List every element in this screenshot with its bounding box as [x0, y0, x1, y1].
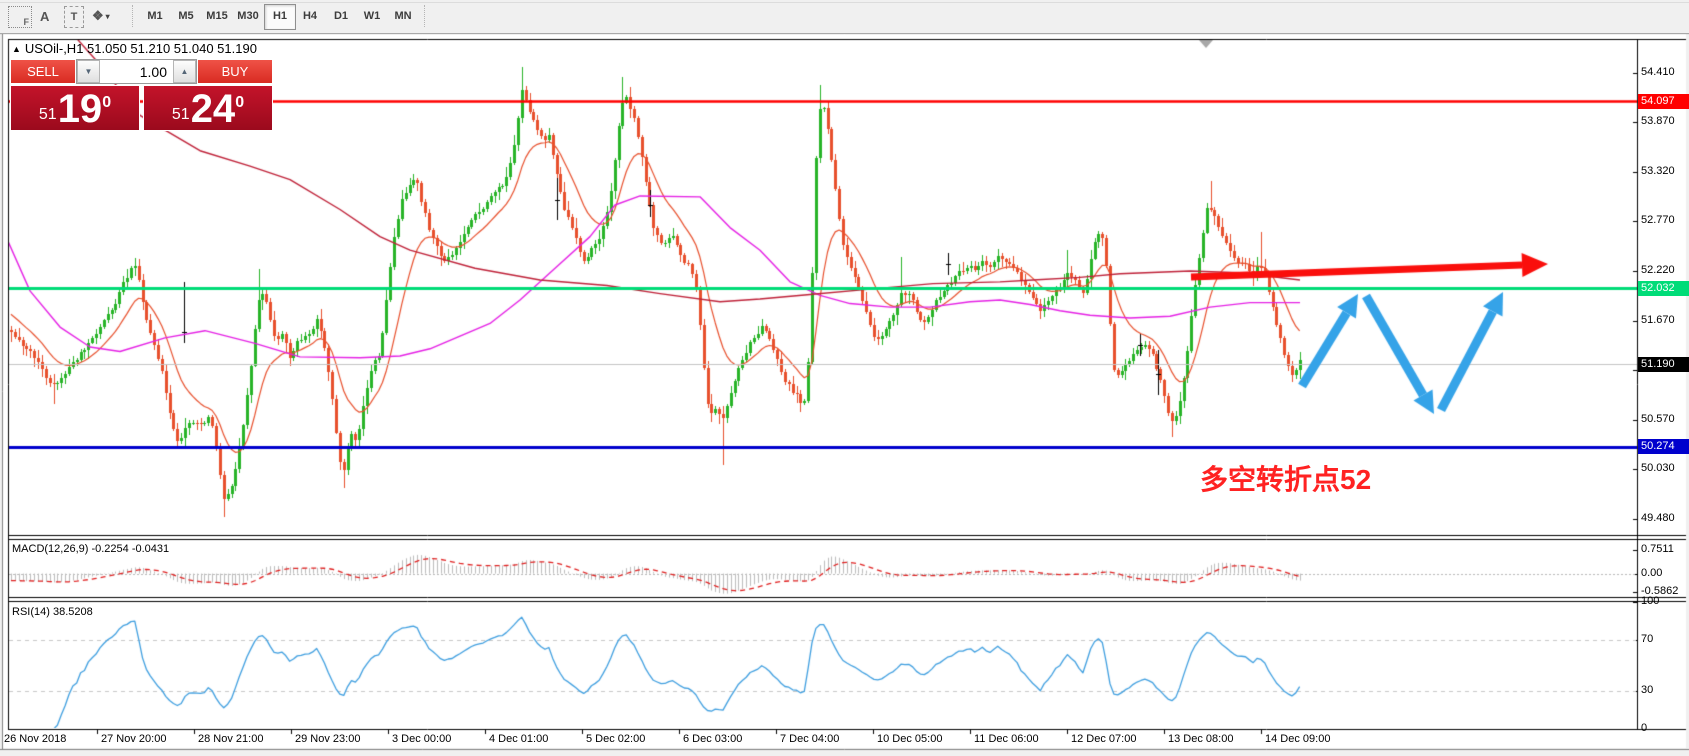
timeframe-h4-button[interactable]: H4	[302, 10, 318, 22]
timeframe-m1-button[interactable]: M1	[147, 10, 163, 22]
time-tick-label: 26 Nov 2018	[4, 733, 67, 745]
macd-tick-label: -0.5862	[1641, 585, 1679, 597]
toolbar-separator	[132, 5, 134, 27]
price-tick-label: 52.220	[1641, 263, 1675, 276]
price-badge-54.097: 54.097	[1638, 93, 1689, 109]
rsi-label: RSI(14) 38.5208	[12, 606, 93, 618]
time-tick-label: 7 Dec 04:00	[780, 733, 840, 745]
dropdown-caret-icon[interactable]: ▾	[105, 11, 110, 21]
rsi-tick-label: 100	[1641, 594, 1660, 607]
buy-price-panel[interactable]: 51 24 0	[143, 85, 273, 131]
price-tick-label: 50.030	[1641, 462, 1675, 475]
time-tick-label: 3 Dec 00:00	[392, 733, 452, 745]
toolbar-separator	[424, 5, 426, 27]
price-tick-label: 53.870	[1641, 114, 1675, 127]
volume-increase-button[interactable]: ▲	[173, 60, 196, 83]
macd-tick-label: 0.7511	[1641, 543, 1674, 555]
toolbar: F A T ❖ ▾ M1 M5 M15 M30 H1 H4 D1 W1 MN	[0, 0, 1689, 34]
time-tick-label: 4 Dec 01:00	[489, 733, 549, 745]
timeframe-h1-button[interactable]: H1	[264, 4, 296, 30]
fibonacci-tool-icon[interactable]: F	[8, 6, 32, 28]
price-tick-label: 50.570	[1641, 413, 1675, 426]
price-tick-label: 54.410	[1641, 65, 1675, 78]
buy-price-big: 24	[190, 87, 236, 131]
one-click-trading-panel: SELL ▼ ▲ BUY 51 19 0 51 24 0	[10, 59, 273, 131]
timeframe-mn-button[interactable]: MN	[394, 10, 412, 22]
time-tick-label: 13 Dec 08:00	[1168, 733, 1234, 745]
price-badge-52.032: 52.032	[1638, 280, 1689, 296]
timeframe-m15-button[interactable]: M15	[206, 10, 228, 22]
arrows-tool-icon[interactable]: ❖ ▾	[92, 8, 110, 23]
volume-box: ▼ ▲	[76, 59, 197, 84]
rsi-tick-label: 30	[1641, 684, 1654, 696]
sell-price-panel[interactable]: 51 19 0	[10, 85, 140, 131]
chart-text-annotation[interactable]: 多空转折点52	[1200, 464, 1372, 495]
symbol-marker-icon: ▲	[12, 44, 21, 54]
price-tick-label: 53.320	[1641, 164, 1675, 177]
volume-input[interactable]	[100, 60, 173, 83]
price-badge-51.190: 51.190	[1638, 356, 1689, 372]
sell-button[interactable]: SELL	[10, 59, 76, 84]
timeframe-m30-button[interactable]: M30	[237, 10, 259, 22]
buy-button[interactable]: BUY	[197, 59, 273, 84]
time-tick-label: 5 Dec 02:00	[586, 733, 646, 745]
buy-price-prefix: 51	[171, 106, 190, 123]
sell-price-big: 19	[57, 87, 103, 131]
time-tick-label: 29 Nov 23:00	[295, 733, 361, 745]
sell-price-sup: 0	[102, 94, 112, 111]
sell-price-prefix: 51	[38, 106, 57, 123]
time-tick-label: 6 Dec 03:00	[683, 733, 743, 745]
time-tick-label: 12 Dec 07:00	[1071, 733, 1137, 745]
rsi-tick-label: 70	[1641, 633, 1654, 646]
buy-price-sup: 0	[235, 94, 245, 111]
time-tick-label: 11 Dec 06:00	[974, 733, 1039, 745]
time-tick-label: 14 Dec 09:00	[1265, 733, 1331, 745]
timeframe-d1-button[interactable]: D1	[333, 10, 349, 22]
symbol-ohlc-text: USOil-,H1 51.050 51.210 51.040 51.190	[24, 41, 257, 56]
macd-label: MACD(12,26,9) -0.2254 -0.0431	[12, 543, 170, 555]
price-tick-label: 51.670	[1641, 313, 1675, 326]
price-badge-50.274: 50.274	[1638, 439, 1689, 455]
price-tick-label: 49.480	[1641, 511, 1675, 524]
macd-tick-label: 0.00	[1641, 566, 1663, 579]
timeframe-m5-button[interactable]: M5	[178, 10, 194, 22]
timeframe-w1-button[interactable]: W1	[363, 10, 381, 22]
price-tick-label: 52.770	[1641, 214, 1675, 227]
label-tool-icon[interactable]: T	[64, 6, 84, 28]
time-tick-label: 27 Nov 20:00	[101, 733, 167, 745]
time-tick-label: 10 Dec 05:00	[877, 733, 943, 745]
chart-title: ▲ USOil-,H1 51.050 51.210 51.040 51.190	[12, 41, 257, 56]
rsi-tick-label: 0	[1641, 722, 1648, 735]
time-tick-label: 28 Nov 21:00	[198, 733, 264, 745]
volume-decrease-button[interactable]: ▼	[77, 60, 100, 83]
text-tool-icon[interactable]: A	[40, 8, 50, 24]
